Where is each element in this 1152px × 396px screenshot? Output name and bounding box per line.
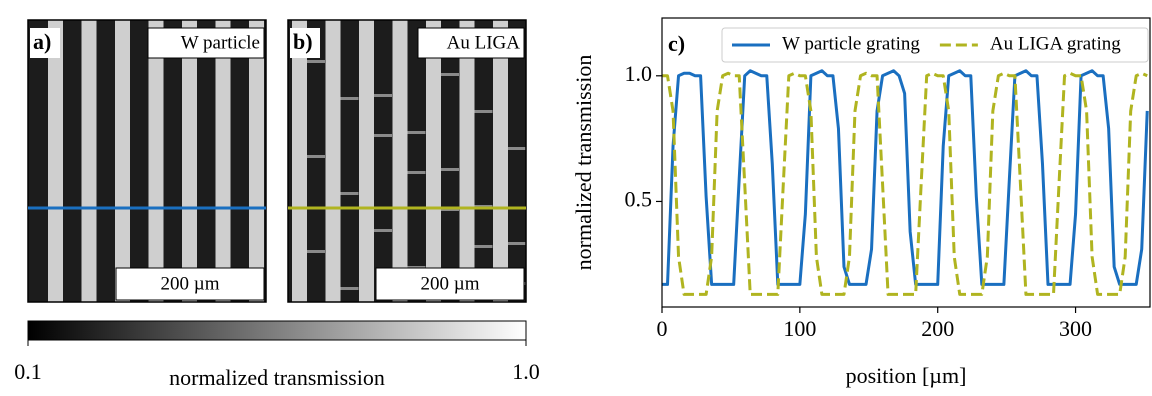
panel-name: W particle [181, 32, 260, 53]
image-stripe [115, 20, 130, 302]
image-stripe [249, 20, 264, 302]
image-stripe [48, 20, 63, 302]
image-bridge [475, 110, 493, 113]
y-tick-label: 1.0 [625, 61, 653, 86]
image-bridge [341, 287, 359, 290]
image-bridge [408, 171, 426, 174]
image-bridge [441, 73, 459, 76]
panel-label: c) [668, 31, 685, 56]
image-bridge [475, 245, 493, 248]
x-tick-label: 300 [1059, 316, 1092, 341]
scalebar-label: 200 µm [421, 273, 480, 294]
image-stripe [216, 20, 231, 302]
image-bridge [307, 60, 325, 63]
image-bridge [341, 97, 359, 100]
colorbar-tick-label: 0.1 [14, 359, 42, 384]
figure: a) W particle 200 µm b) Au LIGA 200 µm 0.1 1.0 n… [0, 0, 1152, 396]
colorbar-label: normalized transmission [169, 365, 385, 390]
colorbar-tick-label: 1.0 [512, 359, 540, 384]
image-bridge [341, 192, 359, 195]
panel-label: a) [33, 29, 51, 54]
plot-area [662, 71, 1147, 295]
series-line [662, 71, 1147, 285]
x-tick-label: 200 [921, 316, 954, 341]
image-stripe [359, 20, 374, 302]
image-stripe [426, 20, 441, 302]
y-axis-label: normalized transmission [571, 55, 596, 271]
image-stripe [460, 20, 475, 302]
image-bridge [307, 250, 325, 253]
image-bridge [441, 168, 459, 171]
image-bridge [307, 155, 325, 158]
x-tick-label: 0 [657, 316, 668, 341]
image-bridge [508, 242, 526, 245]
image-stripe [82, 20, 97, 302]
image-stripe [182, 20, 197, 302]
image-bridge [374, 229, 392, 232]
image-bridge [408, 131, 426, 134]
image-stripe [149, 20, 164, 302]
legend-label: Au LIGA grating [990, 33, 1121, 54]
image-bridge [374, 94, 392, 97]
image-stripe [292, 20, 307, 302]
scalebar-label: 200 µm [161, 273, 220, 294]
panel-name: Au LIGA [447, 32, 521, 53]
x-axis-label: position [µm] [846, 363, 967, 388]
image-stripe [393, 20, 408, 302]
x-tick-label: 100 [783, 316, 816, 341]
y-tick-label: 0.5 [625, 186, 653, 211]
panel-label: b) [293, 29, 313, 54]
image-stripe [493, 20, 508, 302]
image-bridge [374, 134, 392, 137]
legend-label: W particle grating [782, 33, 920, 54]
colorbar [28, 321, 526, 340]
image-bridge [508, 147, 526, 150]
image-stripe [326, 20, 341, 302]
